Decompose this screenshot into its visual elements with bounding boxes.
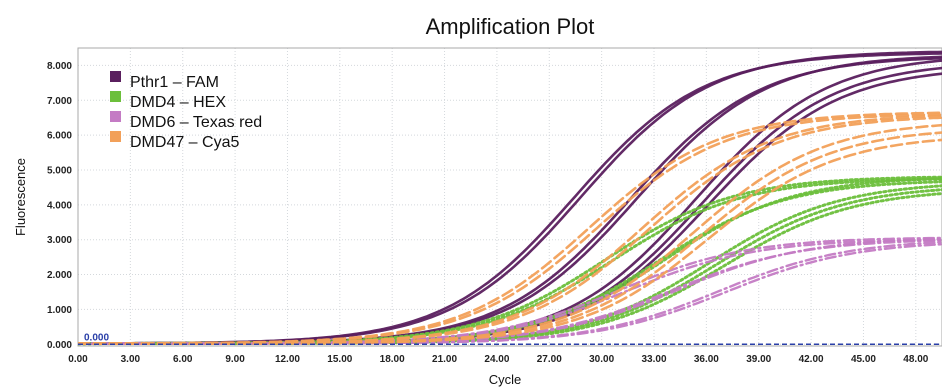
x-tick-label: 15.00: [327, 354, 352, 365]
x-tick-label: 48.00: [903, 354, 928, 365]
y-tick-label: 7.000: [47, 96, 72, 107]
x-tick-label: 3.00: [121, 354, 141, 365]
x-tick-label: 18.00: [380, 354, 405, 365]
legend-swatch: [110, 111, 121, 122]
y-tick-label: 5.000: [47, 165, 72, 176]
y-tick-label: 4.000: [47, 200, 72, 211]
legend-swatch: [110, 131, 121, 142]
y-tick-label: 6.000: [47, 131, 72, 142]
x-tick-label: 21.00: [432, 354, 457, 365]
legend-swatch: [110, 71, 121, 82]
amplification-curve: [78, 123, 942, 345]
legend-label: DMD6 – Texas red: [130, 114, 262, 131]
x-tick-label: 6.00: [173, 354, 193, 365]
plot-grid: [77, 48, 942, 346]
amplification-curve: [78, 138, 942, 345]
x-tick-label: 12.00: [275, 354, 300, 365]
x-tick-label: 45.00: [851, 354, 876, 365]
y-tick-label: 8.000: [47, 61, 72, 72]
threshold-label: 0.000: [84, 332, 109, 343]
legend-label: Pthr1 – FAM: [130, 74, 219, 91]
x-tick-label: 9.00: [225, 354, 245, 365]
legend-label: DMD47 – Cya5: [130, 134, 239, 151]
legend-label: DMD4 – HEX: [130, 94, 226, 111]
x-axis-ticks: 0.00 3.00 6.00 9.00 12.00 15.00 18.00 21.00 24.0…: [68, 354, 928, 365]
y-tick-label: 0.000: [47, 340, 72, 351]
y-tick-label: 3.000: [47, 235, 72, 246]
x-tick-label: 39.00: [746, 354, 771, 365]
x-tick-label: 36.00: [694, 354, 719, 365]
chart-title: Amplification Plot: [426, 14, 595, 39]
legend: Pthr1 – FAM DMD4 – HEX DMD6 – Texas red DMD…: [110, 71, 262, 151]
y-axis-label: Fluorescence: [13, 158, 28, 236]
x-tick-label: 30.00: [589, 354, 614, 365]
x-tick-label: 42.00: [799, 354, 824, 365]
y-tick-label: 2.000: [47, 270, 72, 281]
y-tick-label: 1.000: [47, 305, 72, 316]
x-tick-label: 33.00: [641, 354, 666, 365]
y-axis-ticks: 0.000 1.000 2.000 3.000 4.000 5.000 6.000 7.000…: [47, 61, 72, 351]
x-axis-label: Cycle: [489, 372, 522, 387]
x-tick-label: 24.00: [484, 354, 509, 365]
x-tick-label: 0.00: [68, 354, 88, 365]
plot-area-frame: [77, 47, 942, 347]
series-4: [78, 111, 942, 345]
legend-swatch: [110, 91, 121, 102]
x-tick-label: 27.00: [537, 354, 562, 365]
